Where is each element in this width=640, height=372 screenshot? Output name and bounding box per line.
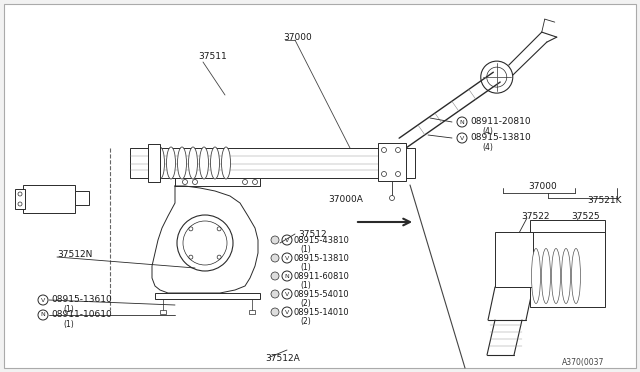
Ellipse shape (211, 147, 220, 179)
Ellipse shape (552, 248, 561, 304)
Ellipse shape (189, 147, 198, 179)
Text: N: N (460, 119, 465, 125)
Ellipse shape (541, 248, 550, 304)
Text: N: N (285, 273, 289, 279)
Text: N: N (40, 312, 45, 317)
Text: A370(0037: A370(0037 (562, 358, 604, 367)
Text: (1): (1) (63, 305, 74, 314)
Ellipse shape (200, 147, 209, 179)
Text: (2): (2) (300, 317, 311, 326)
Text: 08911-20810: 08911-20810 (470, 117, 531, 126)
Text: (2): (2) (300, 299, 311, 308)
Ellipse shape (156, 147, 164, 179)
Ellipse shape (561, 248, 570, 304)
Bar (175, 178, 260, 186)
Text: (4): (4) (482, 143, 493, 152)
Text: 08915-13810: 08915-13810 (470, 133, 531, 142)
Text: 37512A: 37512A (265, 354, 300, 363)
Circle shape (271, 290, 279, 298)
Text: (1): (1) (300, 263, 311, 272)
Text: 08911-10610: 08911-10610 (51, 310, 112, 319)
Text: 08915-14010: 08915-14010 (294, 308, 349, 317)
Polygon shape (152, 186, 258, 293)
Text: 37525: 37525 (571, 212, 600, 221)
Bar (75, 191, 89, 205)
Bar (15, 189, 25, 209)
Text: 37000: 37000 (528, 182, 557, 191)
Circle shape (271, 254, 279, 262)
Text: 08911-60810: 08911-60810 (294, 272, 350, 281)
Text: 08915-13610: 08915-13610 (51, 295, 112, 304)
Text: 37512N: 37512N (57, 250, 92, 259)
Text: 08915-43810: 08915-43810 (294, 236, 350, 245)
Text: V: V (285, 310, 289, 314)
Ellipse shape (177, 147, 186, 179)
Bar (530, 232, 605, 307)
Text: (1): (1) (63, 320, 74, 329)
Text: 37000: 37000 (283, 33, 312, 42)
Bar (148, 144, 160, 182)
Text: 08915-13810: 08915-13810 (294, 254, 350, 263)
Text: 08915-54010: 08915-54010 (294, 290, 349, 299)
Bar (160, 310, 166, 314)
Text: (1): (1) (300, 245, 311, 254)
Circle shape (271, 308, 279, 316)
Text: 37522: 37522 (521, 212, 550, 221)
Circle shape (271, 272, 279, 280)
Ellipse shape (572, 248, 580, 304)
Text: V: V (285, 292, 289, 296)
Bar (155, 293, 260, 299)
Text: 37000A: 37000A (328, 195, 363, 204)
Ellipse shape (221, 147, 230, 179)
Text: V: V (285, 256, 289, 260)
Text: (4): (4) (482, 127, 493, 136)
Bar (130, 148, 415, 178)
Text: 37511: 37511 (198, 52, 227, 61)
Bar (378, 143, 406, 181)
Text: 37521K: 37521K (587, 196, 621, 205)
Circle shape (271, 236, 279, 244)
Text: V: V (41, 298, 45, 302)
Bar (530, 220, 605, 235)
Text: (1): (1) (300, 281, 311, 290)
Text: 37512: 37512 (298, 230, 326, 239)
Text: V: V (460, 135, 464, 141)
Bar (495, 232, 533, 287)
Ellipse shape (531, 248, 541, 304)
Ellipse shape (166, 147, 175, 179)
Text: V: V (285, 237, 289, 243)
Bar (249, 310, 255, 314)
Bar (23, 185, 75, 213)
